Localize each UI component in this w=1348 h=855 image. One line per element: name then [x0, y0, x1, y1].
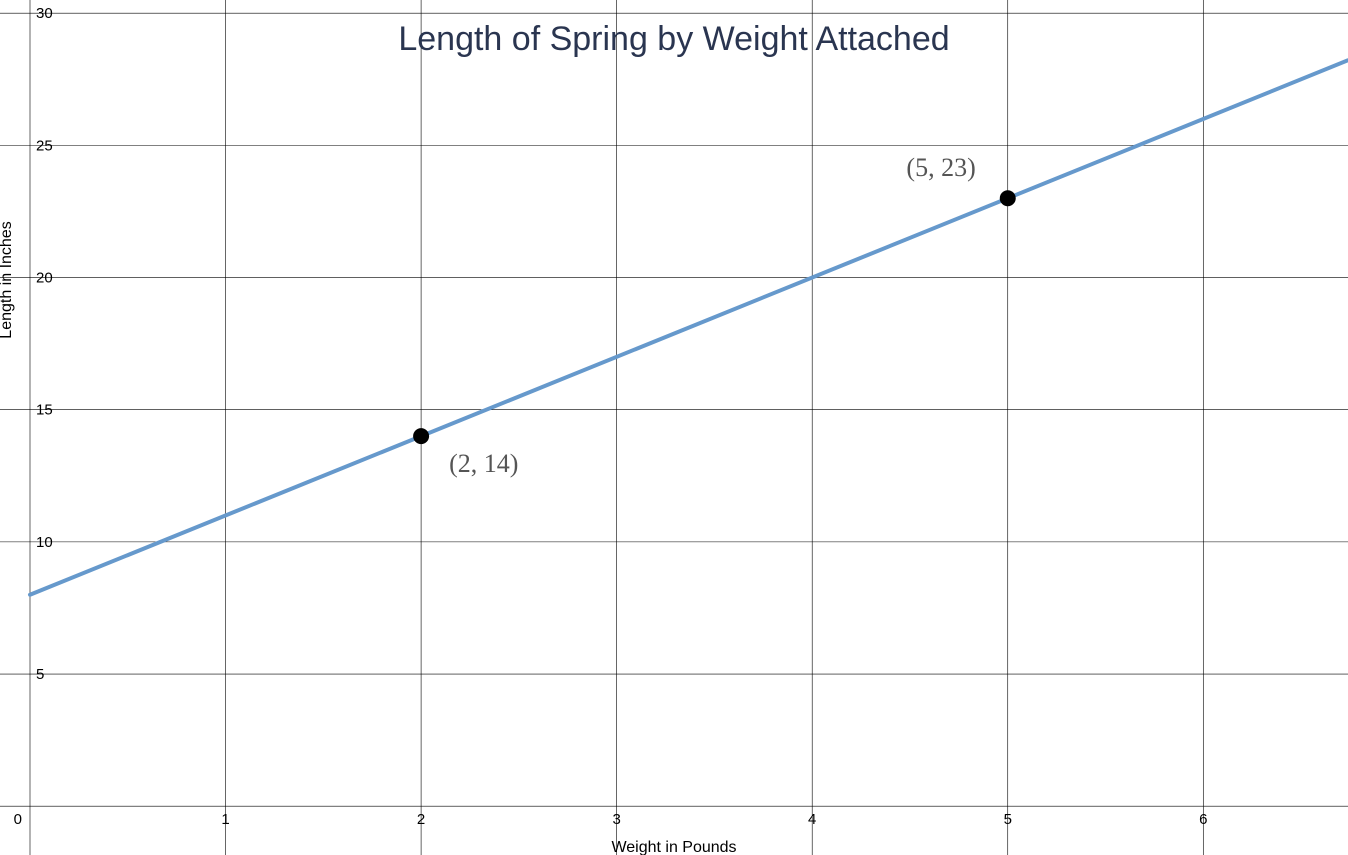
line-chart: (2, 14) (5, 23) 1 2 3 4 5 6 5 10 15 20 25 30 0 Length o… [0, 0, 1348, 855]
y-axis-label: Length in Inches [0, 221, 15, 338]
x-tick-label: 3 [612, 811, 620, 828]
chart-background [0, 0, 1348, 855]
y-tick-label: 25 [36, 137, 53, 154]
data-point [413, 428, 429, 444]
x-tick-label: 6 [1199, 811, 1207, 828]
x-tick-label: 4 [808, 811, 816, 828]
x-tick-label: 1 [221, 811, 229, 828]
x-tick-label: 5 [1004, 811, 1012, 828]
x-axis-label: Weight in Pounds [611, 839, 736, 855]
y-tick-label: 15 [36, 402, 53, 419]
data-point-label: (5, 23) [906, 153, 975, 182]
y-tick-label: 30 [36, 5, 53, 22]
origin-label: 0 [14, 811, 22, 828]
y-tick-label: 10 [36, 534, 53, 551]
data-point [1000, 190, 1016, 206]
y-tick-label: 5 [36, 666, 44, 683]
chart-title: Length of Spring by Weight Attached [398, 20, 949, 58]
chart-container: (2, 14) (5, 23) 1 2 3 4 5 6 5 10 15 20 25 30 0 Length o… [0, 0, 1348, 855]
y-tick-label: 20 [36, 270, 53, 287]
x-tick-label: 2 [417, 811, 425, 828]
data-point-label: (2, 14) [449, 449, 518, 478]
